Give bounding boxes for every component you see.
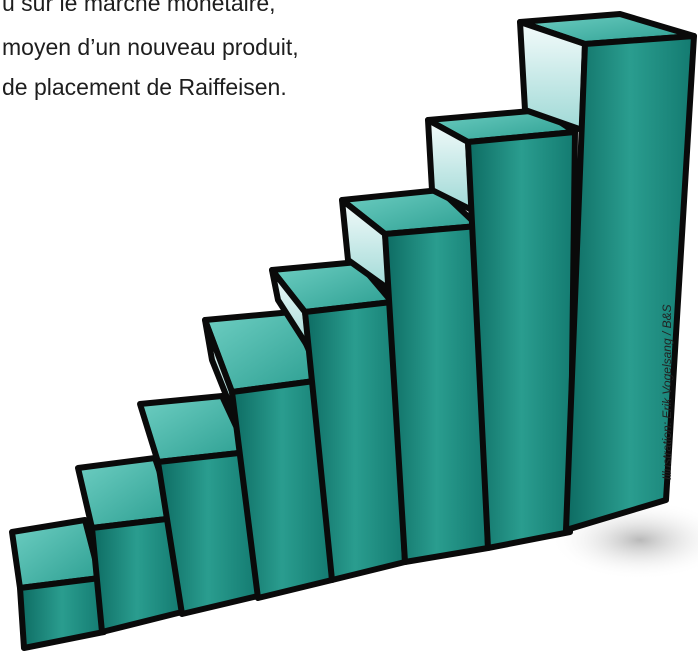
bar — [137, 393, 261, 617]
bars — [9, 11, 697, 651]
bar — [9, 517, 107, 651]
bar — [269, 259, 408, 583]
bar — [517, 11, 697, 533]
article-line: moyen d’un nouveau produit, — [2, 34, 299, 60]
article-line: de placement de Raiffeisen. — [2, 74, 287, 100]
article-line: u sur le marché monétaire, — [2, 0, 276, 16]
bar — [425, 107, 578, 551]
illustration-credit: Illustration: Erik Vogelsang / B&S — [660, 304, 674, 480]
